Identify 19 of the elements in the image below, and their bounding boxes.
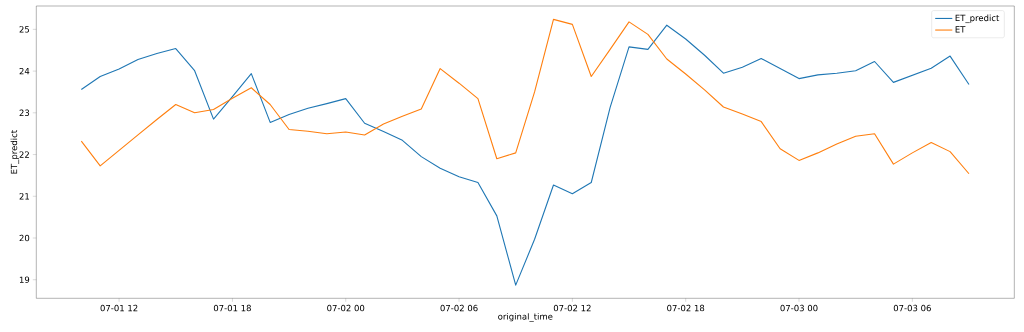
y-axis-title: ET_predict: [10, 130, 20, 174]
legend-label: ET_predict: [955, 14, 1000, 24]
x-tick-label: 07-03 00: [780, 304, 818, 312]
y-tick-label: 21: [19, 193, 29, 200]
x-tick-label: 07-01 12: [100, 304, 138, 312]
x-tick-label: 07-02 18: [667, 304, 705, 312]
y-tick-label: 20: [19, 234, 30, 242]
y-tick-label: 25: [19, 26, 30, 33]
y-tick-label: 24: [19, 67, 30, 75]
x-tick-label: 07-03 06: [893, 304, 931, 312]
x-tick-label: 07-02 06: [440, 304, 478, 312]
legend-label: ET: [955, 26, 966, 33]
y-tick-label: 23: [19, 109, 30, 117]
x-axis-title: original_time: [498, 313, 553, 322]
y-tick-label: 19: [19, 276, 30, 283]
x-tick-label: 07-02 00: [327, 304, 365, 312]
x-tick-label: 07-02 12: [553, 304, 591, 312]
y-tick-label: 22: [19, 151, 29, 158]
x-tick-label: 07-01 18: [213, 304, 251, 312]
